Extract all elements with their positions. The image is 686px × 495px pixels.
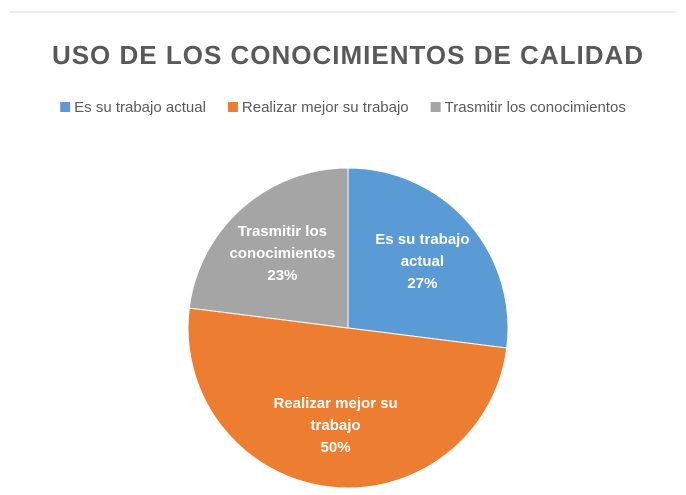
legend-swatch: [430, 102, 441, 112]
pie-slice: [188, 167, 349, 329]
data-label-category: Realizar mejor su trabajo: [273, 395, 398, 435]
legend-swatch: [227, 102, 238, 112]
legend-label: Realizar mejor su trabajo: [242, 99, 409, 116]
data-label: Realizar mejor su trabajo 50%: [271, 393, 401, 459]
legend-swatch: [60, 102, 71, 112]
chart-title: USO DE LOS CONOCIMIENTOS DE CALIDAD: [52, 40, 644, 70]
data-label: Es su trabajo actual 27%: [357, 229, 487, 295]
legend-label: Trasmitir los conocimientos: [445, 99, 626, 116]
data-label-value: 23%: [267, 266, 298, 284]
legend-label: Es su trabajo actual: [74, 99, 206, 116]
data-label-category: Trasmitir los conocimientos: [229, 222, 336, 262]
data-label: Trasmitir los conocimientos 23%: [217, 221, 347, 287]
pie-slice: [347, 167, 509, 349]
data-label-value: 50%: [320, 439, 351, 457]
data-label-category: Es su trabajo actual: [375, 231, 470, 271]
pie-slice: [187, 307, 508, 489]
data-label-value: 27%: [407, 275, 438, 293]
